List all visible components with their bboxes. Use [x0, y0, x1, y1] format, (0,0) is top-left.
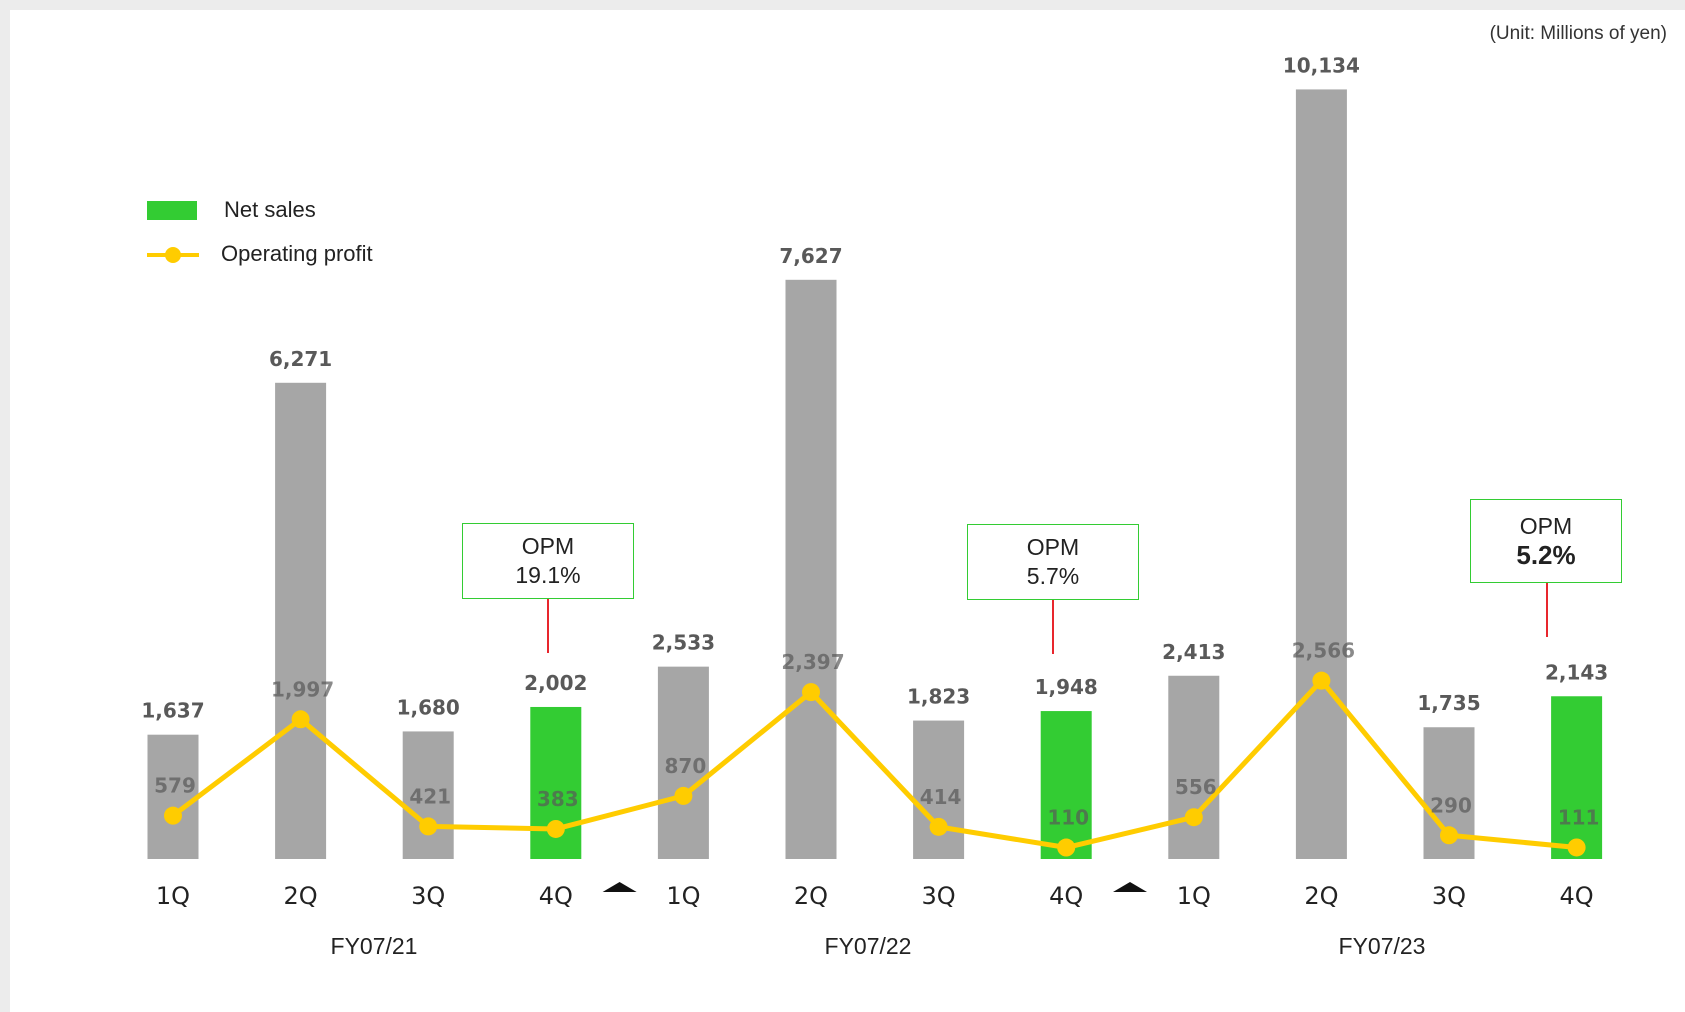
operating-profit-point [164, 806, 182, 825]
net-sales-bar [785, 279, 837, 859]
legend-item-net-sales: Net sales [147, 188, 373, 232]
quarter-tick-label: 3Q [411, 882, 445, 910]
net-sales-bar [913, 720, 965, 859]
opm-title: OPM [1026, 534, 1080, 560]
chart-panel: (Unit: Millions of yen) 1,637 1Q 6,271 2Q 1,… [10, 10, 1685, 1012]
operating-profit-point [1440, 826, 1458, 845]
legend: Net sales Operating profit [147, 188, 373, 276]
fiscal-year-label-fy21: FY07/21 [330, 933, 418, 959]
operating-profit-value-label: 290 [1430, 793, 1472, 817]
net-sales-value-label: 2,002 [524, 671, 587, 695]
quarter-tick-label: 2Q [794, 882, 828, 910]
legend-item-operating-profit: Operating profit [147, 232, 373, 276]
net-sales-value-label: 1,680 [397, 695, 460, 719]
operating-profit-value-label: 414 [920, 785, 962, 809]
operating-profit-point [546, 819, 565, 838]
net-sales-value-label: 2,533 [652, 631, 715, 655]
opm-box-fy21: OPM 19.1% [462, 523, 634, 599]
net-sales-bar [1551, 696, 1603, 859]
operating-profit-value-label: 1,997 [271, 677, 334, 701]
fiscal-year-separator-icon [602, 882, 637, 892]
net-sales-value-label: 2,143 [1545, 660, 1608, 684]
operating-profit-value-label: 870 [665, 754, 707, 778]
operating-profit-value-label: 110 [1047, 806, 1089, 830]
net-sales-bar [657, 666, 709, 859]
operating-profit-point [291, 710, 310, 729]
operating-profit-value-label: 2,566 [1292, 639, 1355, 663]
opm-title: OPM [521, 533, 575, 559]
quarter-tick-label: 1Q [156, 882, 190, 910]
net-sales-bar [275, 382, 327, 859]
opm-stem-fy22 [1052, 600, 1054, 654]
operating-profit-point [1312, 671, 1331, 690]
opm-value: 5.2% [1516, 540, 1576, 570]
chart-svg: 1,637 1Q 6,271 2Q 1,680 3Q 2,002 4Q 2,533 1Q 7,627… [141, 53, 1608, 910]
quarter-tick-label: 1Q [1177, 882, 1211, 910]
operating-profit-line [171, 678, 1577, 851]
opm-value: 19.1% [515, 562, 581, 588]
operating-profit-value-label: 111 [1558, 805, 1600, 829]
opm-box-fy23: OPM 5.2% [1470, 499, 1622, 583]
net-sales-value-label: 10,134 [1283, 53, 1360, 77]
opm-stem-fy21 [547, 599, 549, 653]
quarter-tick-label: 4Q [539, 882, 573, 910]
net-sales-bar [1040, 711, 1092, 859]
operating-profit-point [802, 683, 820, 702]
opm-title: OPM [1519, 513, 1573, 539]
operating-profit-line-icon [147, 244, 199, 264]
net-sales-value-label: 7,627 [779, 244, 842, 268]
quarter-tick-label: 3Q [1432, 882, 1466, 910]
operating-profit-point [674, 786, 693, 805]
net-sales-bar [1295, 89, 1347, 859]
opm-stem-fy23 [1546, 583, 1548, 637]
operating-profit-point [1057, 838, 1076, 857]
legend-label-net-sales: Net sales [224, 197, 316, 222]
net-sales-value-label: 6,271 [269, 347, 332, 371]
opm-box-fy22: OPM 5.7% [967, 524, 1139, 600]
quarter-tick-label: 3Q [922, 882, 956, 910]
operating-profit-value-label: 579 [154, 774, 196, 798]
fiscal-year-label-fy22: FY07/22 [824, 933, 912, 959]
quarter-tick-label: 4Q [1049, 882, 1083, 910]
quarter-tick-label: 2Q [1304, 882, 1338, 910]
operating-profit-point [1184, 808, 1203, 827]
quarter-tick-label: 2Q [284, 882, 318, 910]
net-sales-bar [147, 734, 199, 859]
net-sales-value-label: 2,413 [1162, 640, 1225, 664]
net-sales-swatch-icon [147, 200, 197, 220]
net-sales-value-label: 1,637 [141, 699, 204, 723]
operating-profit-point [1567, 838, 1586, 857]
fiscal-year-separator-icon [1113, 882, 1147, 892]
operating-profit-value-label: 556 [1175, 775, 1217, 799]
legend-label-operating-profit: Operating profit [221, 241, 373, 266]
net-sales-bar [1168, 675, 1220, 859]
operating-profit-point [929, 817, 948, 836]
opm-value: 5.7% [1026, 563, 1080, 589]
operating-profit-value-label: 421 [409, 784, 451, 808]
fiscal-year-label-fy23: FY07/23 [1338, 933, 1426, 959]
quarter-tick-label: 4Q [1560, 882, 1594, 910]
operating-profit-point [419, 817, 438, 836]
unit-note: (Unit: Millions of yen) [1489, 23, 1667, 44]
quarter-tick-label: 1Q [666, 882, 700, 910]
net-sales-bar [402, 731, 454, 859]
operating-profit-value-label: 383 [537, 787, 579, 811]
net-sales-value-label: 1,823 [907, 685, 970, 709]
net-sales-value-label: 1,948 [1035, 675, 1098, 699]
net-sales-value-label: 1,735 [1417, 691, 1480, 715]
operating-profit-value-label: 2,397 [781, 650, 844, 674]
